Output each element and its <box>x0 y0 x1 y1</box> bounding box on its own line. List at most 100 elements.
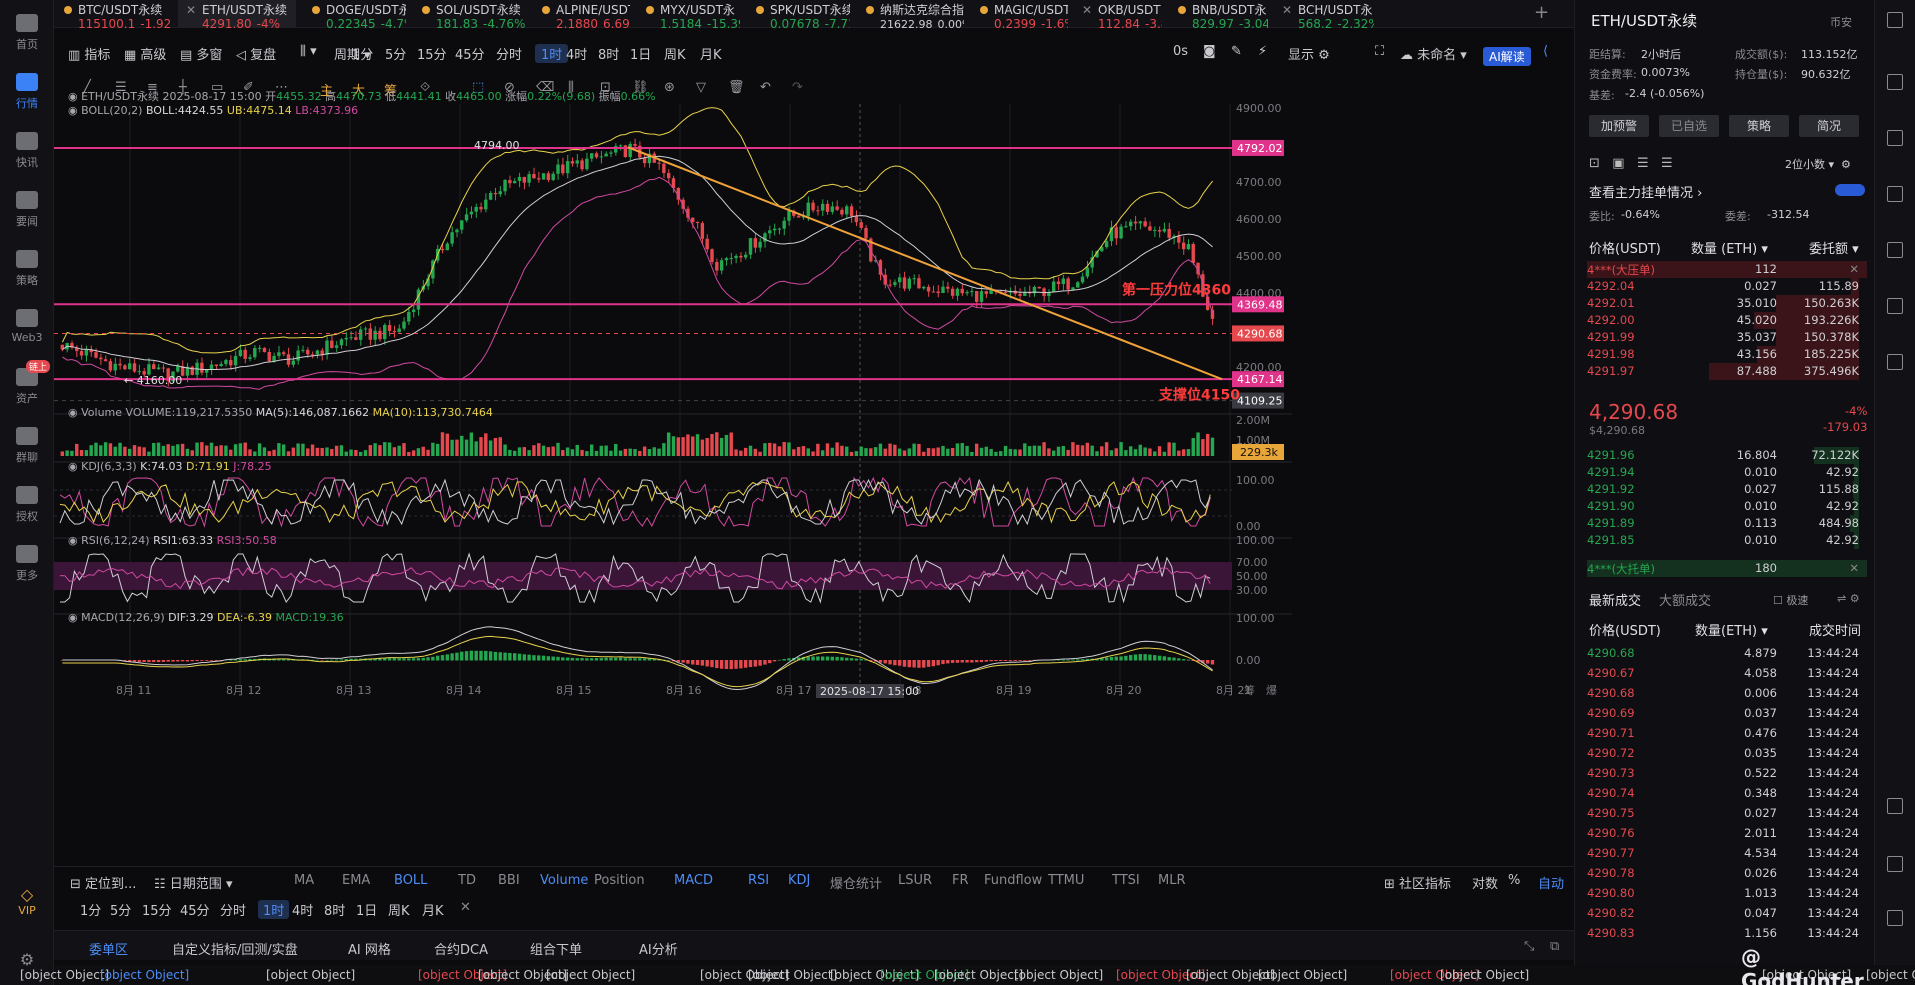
nav-item-6[interactable]: 资产 链上 <box>0 360 54 406</box>
undo-icon[interactable]: ↶ <box>760 80 771 95</box>
display-button[interactable]: 显示 ⚙ <box>1288 48 1330 63</box>
volume-legend[interactable]: ◉ Volume VOLUME:119,217.5350 MA(5):146,0… <box>68 406 493 419</box>
eraser-icon[interactable]: ⌫ <box>536 80 555 95</box>
redo-icon[interactable]: ↷ <box>792 80 803 95</box>
filter-icon[interactable]: ▽ <box>696 80 706 95</box>
orderbook-row[interactable]: 4291.97 87.488 375.496K <box>1587 363 1867 380</box>
trash-icon[interactable]: 🗑 <box>728 80 745 95</box>
orderbook-row[interactable]: 4292.04 0.027 115.89 <box>1587 278 1867 295</box>
exchange-dropdown[interactable]: 币安 <box>1830 16 1852 29</box>
right-btn-2[interactable]: 策略 <box>1729 115 1789 137</box>
log-scale-toggle[interactable]: 对数 <box>1472 877 1499 892</box>
bars-icon[interactable]: ⫼ <box>568 80 574 95</box>
settings-icon[interactable]: ⚙ <box>19 950 35 969</box>
date-range-dropdown[interactable]: ☷ 日期范围 ▾ <box>154 877 233 892</box>
eye-icon[interactable]: ◉ <box>68 534 78 547</box>
bottom-tab-1[interactable]: 自定义指标/回测/实盘 <box>172 943 298 958</box>
hide-icon[interactable]: ⊛ <box>664 80 675 95</box>
nav-item-9[interactable]: 更多 <box>0 545 54 583</box>
nav-item-8[interactable]: 授权 <box>0 486 54 524</box>
chart-type-dropdown[interactable]: ⫼ ▾ <box>300 44 317 59</box>
eye-icon[interactable]: ◉ <box>68 460 78 473</box>
replay-button[interactable]: ◁ 复盘 <box>236 48 277 63</box>
tf-bar-5[interactable]: 1时 <box>258 900 290 919</box>
chart-icon[interactable] <box>1887 186 1903 202</box>
link-icon[interactable]: ⛓ <box>632 80 649 95</box>
timeframe-5[interactable]: 1时 <box>535 44 569 63</box>
timeframe-10[interactable]: 月K <box>700 48 722 63</box>
indicator-16[interactable]: MLR <box>1158 873 1186 888</box>
indicator-11[interactable]: LSUR <box>898 873 933 888</box>
orderbook-row[interactable]: 4291.94 0.010 42.92 <box>1587 464 1867 481</box>
lock-icon[interactable]: ⊡ <box>600 80 611 95</box>
multi-window-button[interactable]: ▤ 多窗 <box>180 48 223 63</box>
indicator-15[interactable]: TTSI <box>1112 873 1140 888</box>
more-tools-icon[interactable]: ⋯ <box>275 80 288 95</box>
indicator-1[interactable]: EMA <box>342 873 371 888</box>
ticker-tab[interactable]: SOL/USDT永续 181.83 -4.76% <box>412 0 526 28</box>
orderbook-row[interactable]: 4291.96 16.804 72.122K <box>1587 447 1867 464</box>
collapse-icon[interactable]: ⤡ <box>1524 939 1535 954</box>
fullscreen-icon[interactable]: ⛶ <box>1375 44 1385 59</box>
indicator-4[interactable]: BBI <box>498 873 520 888</box>
indicator-14[interactable]: TTMU <box>1048 873 1085 888</box>
bottom-tab-0[interactable]: 委单区 <box>89 943 129 958</box>
bottom-tab-4[interactable]: 组合下单 <box>530 943 583 958</box>
macd-legend[interactable]: ◉ MACD(12,26,9) DIF:3.29 DEA:-6.39 MACD:… <box>68 611 344 624</box>
orderbook-row[interactable]: 4291.98 43.156 185.225K <box>1587 346 1867 363</box>
calc-icon[interactable] <box>1887 298 1903 314</box>
nav-item-4[interactable]: 策略 <box>0 250 54 288</box>
indicators-button[interactable]: ▥ 指标 <box>68 48 111 63</box>
watchlist-icon[interactable] <box>1887 12 1903 28</box>
orderbook-row[interactable]: 4291.85 0.010 42.92 <box>1587 532 1867 549</box>
right-btn-3[interactable]: 简况 <box>1799 115 1859 137</box>
indicator-3[interactable]: TD <box>458 873 476 888</box>
nav-item-2[interactable]: 快讯 <box>0 132 54 170</box>
tf-bar-2[interactable]: 15分 <box>142 904 172 919</box>
layout-dropdown[interactable]: ☁ 未命名 ▾ <box>1400 48 1467 63</box>
timeframe-4[interactable]: 分时 <box>496 48 523 63</box>
share-icon[interactable]: ⟨ <box>1543 44 1549 59</box>
chart-canvas[interactable]: 4900.004800.004700.004600.004500.004400.… <box>54 104 1574 849</box>
bottom-tab-5[interactable]: AI分析 <box>639 943 678 958</box>
bottom-tab-2[interactable]: AI 网格 <box>348 943 391 958</box>
close-icon[interactable]: ✕ <box>1849 561 1859 575</box>
support-icon[interactable] <box>1887 910 1903 926</box>
nav-item-7[interactable]: 群聊 <box>0 427 54 465</box>
close-tab-icon[interactable]: ✕ <box>186 3 197 17</box>
channel-tool-icon[interactable]: ≡ <box>147 80 158 95</box>
timeframe-9[interactable]: 周K <box>664 48 686 63</box>
orderbook-icon[interactable] <box>1887 74 1903 90</box>
data-icon[interactable] <box>1887 242 1903 258</box>
tf-bar-0[interactable]: 1分 <box>80 904 102 919</box>
indicator-7[interactable]: MACD <box>674 873 713 888</box>
timeframe-8[interactable]: 1日 <box>630 48 652 63</box>
alarm-icon[interactable] <box>1887 354 1903 370</box>
settings-icon[interactable] <box>1887 856 1903 872</box>
ticker-tab[interactable]: BTC/USDT永续 115100.1 -1.92 <box>54 0 172 28</box>
big-bid-row[interactable]: 4***(大托单) 180 ✕ <box>1587 560 1867 577</box>
tf-bar-10[interactable]: 月K <box>422 904 444 919</box>
tf-bar-9[interactable]: 周K <box>388 904 410 919</box>
tf-bar-7[interactable]: 8时 <box>324 904 346 919</box>
tf-bar-8[interactable]: 1日 <box>356 904 378 919</box>
indicator-2[interactable]: BOLL <box>394 873 428 888</box>
eye-icon[interactable]: ◉ <box>68 406 78 419</box>
orderbook-row[interactable]: 4291.92 0.027 115.88 <box>1587 481 1867 498</box>
trade-settings-icon[interactable]: ⇌ ⚙ <box>1837 592 1860 605</box>
chip-tool[interactable]: 筹 <box>384 84 398 99</box>
eye-icon[interactable]: ◉ <box>68 611 78 624</box>
indicator-9[interactable]: KDJ <box>788 873 811 888</box>
timeframe-0[interactable]: 1分 <box>352 48 374 63</box>
timeframe-1[interactable]: 5分 <box>385 48 407 63</box>
add-tab-icon[interactable]: + <box>1534 2 1550 23</box>
cursor-icon[interactable]: ⬚ <box>472 80 485 95</box>
eye-icon[interactable]: ◉ <box>68 90 78 103</box>
ob-header-qty[interactable]: 数量 (ETH) ▾ <box>1691 242 1768 257</box>
percent-scale-toggle[interactable]: % <box>1508 873 1521 888</box>
